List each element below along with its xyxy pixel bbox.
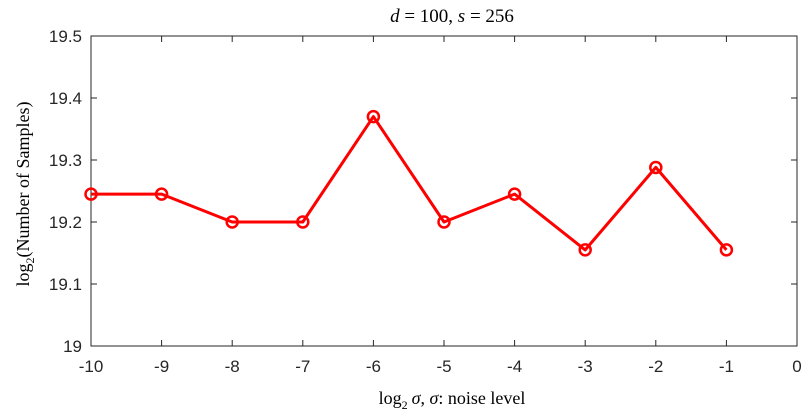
y-tick-label: 19.5 — [49, 27, 82, 46]
data-point-marker — [366, 109, 381, 124]
ylabel-log: log — [13, 263, 33, 286]
xlabel-tail: : noise level — [438, 388, 525, 408]
x-tick-label: 0 — [792, 357, 801, 376]
ylabel-text: (Number of Samples) — [13, 102, 34, 258]
y-tick-label: 19.3 — [49, 151, 82, 170]
chart-title: d = 100, s = 256 — [390, 6, 514, 27]
xlabel-sigma-1: σ — [412, 388, 422, 408]
xlabel-log: log — [379, 388, 402, 408]
axes — [90, 35, 798, 347]
ylabel-log-base: 2 — [23, 257, 37, 263]
x-tick-label: -4 — [507, 357, 522, 376]
xlabel-comma: , — [421, 388, 430, 408]
title-s-value: = 256 — [465, 6, 514, 27]
y-tick-label: 19.4 — [49, 89, 82, 108]
x-tick-label: -7 — [295, 357, 310, 376]
data-point-marker — [578, 243, 592, 257]
xlabel-log-base: 2 — [402, 398, 408, 412]
x-tick-label: -5 — [436, 357, 451, 376]
y-tick-label: 19.2 — [49, 213, 82, 232]
x-tick-label: -6 — [366, 357, 381, 376]
title-s-symbol: s — [458, 6, 465, 27]
data-point-marker — [84, 187, 98, 201]
x-tick-label: -8 — [225, 357, 240, 376]
data-point-marker — [296, 215, 310, 229]
x-tick-label: -10 — [79, 357, 104, 376]
title-d-symbol: d — [390, 6, 400, 27]
x-tick-label: -2 — [648, 357, 663, 376]
x-tick-label: -1 — [719, 357, 734, 376]
x-tick-label: -3 — [578, 357, 593, 376]
data-point-marker — [507, 187, 522, 201]
xlabel-sigma-2: σ — [430, 388, 440, 408]
x-axis-label: log2 σ, σ: noise level — [379, 388, 526, 412]
plot-frame — [90, 35, 798, 347]
data-point-marker — [437, 215, 451, 229]
data-point-marker — [154, 187, 169, 201]
y-tick-label: 19 — [63, 337, 82, 356]
data-point-marker — [225, 215, 239, 229]
y-tick-label: 19.1 — [49, 275, 82, 294]
title-d-value: = 100, — [400, 6, 458, 27]
data-point-marker — [719, 243, 734, 257]
x-tick-label: -9 — [154, 357, 169, 376]
data-point-marker — [649, 160, 663, 175]
ticks: -10 -9 -8 -7 -6 -5 -4 -3 -2 -1 01919.119.219.319.4… — [49, 27, 802, 376]
series-line — [91, 115, 728, 252]
y-axis-label: log2(Number of Samples) — [13, 102, 37, 287]
series-layer — [84, 109, 734, 257]
